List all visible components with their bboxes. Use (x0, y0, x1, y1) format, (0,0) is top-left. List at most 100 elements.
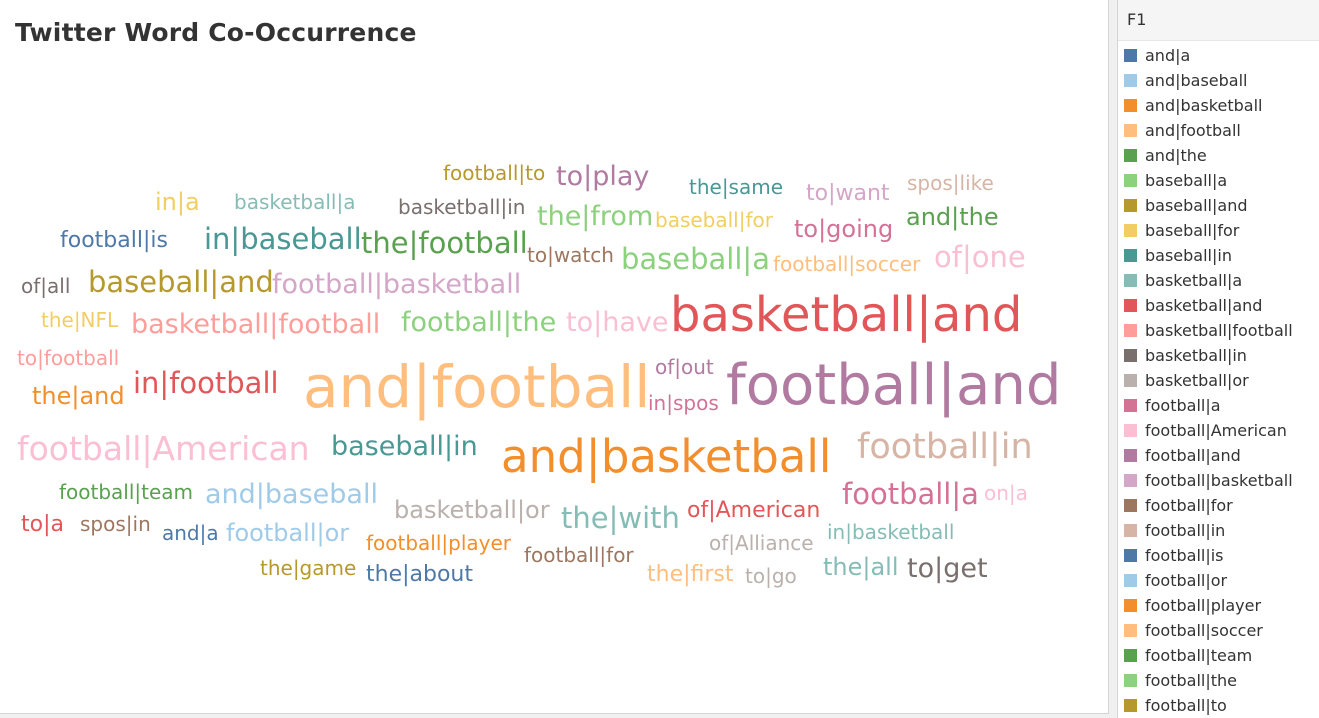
legend-swatch (1124, 124, 1137, 137)
word-of-out[interactable]: of|out (655, 355, 714, 379)
word-basketball-football[interactable]: basketball|football (131, 309, 381, 340)
word-and-baseball[interactable]: and|baseball (205, 479, 378, 510)
chart-title: Twitter Word Co-Occurrence (15, 18, 417, 47)
word-football-a[interactable]: football|a (842, 477, 979, 511)
legend-item[interactable]: football|basketball (1124, 468, 1293, 493)
word-in-football[interactable]: in|football (133, 366, 279, 400)
legend-swatch (1124, 549, 1137, 562)
legend-item[interactable]: basketball|or (1124, 368, 1249, 393)
legend-item[interactable]: basketball|and (1124, 293, 1262, 318)
word-football-team[interactable]: football|team (59, 480, 194, 504)
legend-swatch (1124, 299, 1137, 312)
legend-item[interactable]: football|team (1124, 643, 1252, 668)
word-of-all[interactable]: of|all (21, 274, 71, 298)
word-the-from[interactable]: the|from (537, 201, 654, 232)
word-the-first[interactable]: the|first (647, 562, 734, 587)
word-football-soccer[interactable]: football|soccer (773, 252, 921, 276)
legend-swatch (1124, 224, 1137, 237)
word-to-football[interactable]: to|football (17, 346, 120, 370)
word-to-want[interactable]: to|want (806, 181, 890, 206)
legend-item[interactable]: baseball|for (1124, 218, 1239, 243)
legend-item[interactable]: and|the (1124, 143, 1207, 168)
word-to-going[interactable]: to|going (794, 215, 894, 243)
word-in-basketball[interactable]: in|basketball (827, 520, 955, 544)
legend-label: football|for (1145, 496, 1233, 515)
word-to-watch[interactable]: to|watch (527, 243, 614, 267)
legend-item[interactable]: baseball|in (1124, 243, 1232, 268)
word-the-with[interactable]: the|with (561, 501, 680, 535)
word-basketball-and[interactable]: basketball|and (670, 287, 1023, 343)
word-football-basketball[interactable]: football|basketball (272, 269, 522, 300)
word-football-player[interactable]: football|player (366, 531, 512, 555)
legend-item[interactable]: and|a (1124, 43, 1190, 68)
word-baseball-a[interactable]: baseball|a (621, 242, 770, 276)
word-in-baseball[interactable]: in|baseball (204, 222, 362, 256)
legend-swatch (1124, 599, 1137, 612)
word-football-and[interactable]: football|and (726, 353, 1062, 418)
word-in-spos[interactable]: in|spos (648, 391, 719, 415)
word-to-play[interactable]: to|play (556, 161, 650, 192)
legend-item[interactable]: basketball|football (1124, 318, 1293, 343)
word-spos-like[interactable]: spos|like (907, 171, 994, 195)
word-football-is[interactable]: football|is (60, 228, 168, 253)
word-basketball-a[interactable]: basketball|a (234, 190, 356, 214)
word-football-the[interactable]: football|the (401, 307, 557, 338)
legend-item[interactable]: basketball|in (1124, 343, 1247, 368)
word-spos-in[interactable]: spos|in (80, 512, 151, 536)
view-divider (1110, 0, 1116, 718)
legend-item[interactable]: and|baseball (1124, 68, 1247, 93)
legend-item[interactable]: football|for (1124, 493, 1233, 518)
word-of-one[interactable]: of|one (934, 240, 1026, 274)
word-the-about[interactable]: the|about (366, 562, 473, 587)
word-the-game[interactable]: the|game (260, 556, 357, 580)
word-the-all[interactable]: the|all (823, 553, 899, 581)
word-football-in[interactable]: football|in (857, 427, 1033, 467)
legend-item[interactable]: basketball|a (1124, 268, 1242, 293)
legend-item[interactable]: baseball|and (1124, 193, 1247, 218)
legend-label: basketball|in (1145, 346, 1247, 365)
legend-item[interactable]: football|and (1124, 443, 1241, 468)
legend-item[interactable]: football|or (1124, 568, 1227, 593)
word-baseball-and[interactable]: baseball|and (88, 265, 274, 299)
word-the-same[interactable]: the|same (689, 175, 784, 199)
legend-item[interactable]: football|in (1124, 518, 1225, 543)
legend-item[interactable]: football|player (1124, 593, 1261, 618)
legend-swatch (1124, 674, 1137, 687)
word-to-a[interactable]: to|a (21, 512, 64, 537)
legend-item[interactable]: football|soccer (1124, 618, 1263, 643)
word-the-and[interactable]: the|and (32, 382, 125, 410)
word-and-a[interactable]: and|a (162, 521, 219, 545)
word-of-alliance[interactable]: of|Alliance (709, 531, 814, 555)
word-football-or[interactable]: football|or (226, 519, 350, 547)
word-of-american[interactable]: of|American (687, 498, 821, 523)
legend-item[interactable]: football|to (1124, 693, 1227, 718)
word-the-nfl[interactable]: the|NFL (41, 308, 119, 332)
legend-label: football|in (1145, 521, 1226, 540)
legend-item[interactable]: and|basketball (1124, 93, 1262, 118)
legend-item[interactable]: baseball|a (1124, 168, 1227, 193)
word-the-football[interactable]: the|football (361, 226, 528, 260)
word-football-to[interactable]: football|to (443, 161, 546, 185)
word-and-the[interactable]: and|the (906, 203, 999, 231)
word-baseball-for[interactable]: baseball|for (655, 208, 773, 232)
word-football-american[interactable]: football|American (17, 429, 310, 468)
word-in-a[interactable]: in|a (155, 188, 200, 216)
legend-swatch (1124, 449, 1137, 462)
legend-item[interactable]: football|American (1124, 418, 1287, 443)
legend-item[interactable]: and|football (1124, 118, 1241, 143)
word-basketball-or[interactable]: basketball|or (394, 496, 550, 524)
legend-item[interactable]: football|is (1124, 543, 1224, 568)
word-to-have[interactable]: to|have (566, 307, 669, 338)
word-basketball-in[interactable]: basketball|in (398, 195, 526, 219)
word-and-basketball[interactable]: and|basketball (501, 430, 832, 483)
word-to-get[interactable]: to|get (907, 553, 988, 584)
legend-item[interactable]: football|the (1124, 668, 1237, 693)
legend-label: football|or (1145, 571, 1228, 590)
word-to-go[interactable]: to|go (745, 564, 797, 588)
word-and-football[interactable]: and|football (303, 353, 651, 421)
legend-swatch (1124, 624, 1137, 637)
word-baseball-in[interactable]: baseball|in (331, 431, 478, 462)
legend-item[interactable]: football|a (1124, 393, 1221, 418)
word-football-for[interactable]: football|for (524, 543, 634, 567)
word-on-a[interactable]: on|a (984, 481, 1028, 505)
